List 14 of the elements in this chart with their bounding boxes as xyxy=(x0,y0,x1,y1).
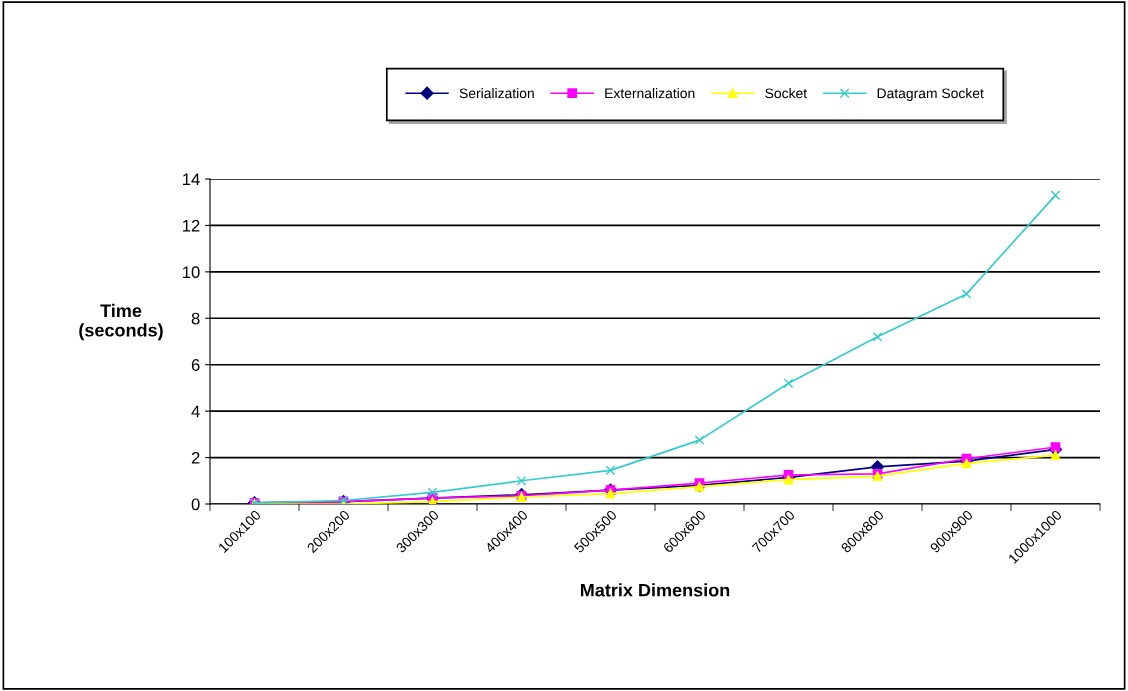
y-tick-label: 10 xyxy=(183,266,200,279)
legend-label: Socket xyxy=(765,88,808,99)
x-axis-title: Matrix Dimension xyxy=(580,583,730,597)
y-tick-label: 8 xyxy=(191,312,200,325)
y-tick-label: 14 xyxy=(183,173,200,186)
y-tick-label: 4 xyxy=(191,405,200,418)
y-tick-label: 2 xyxy=(191,451,200,464)
legend-label: Serialization xyxy=(459,88,534,99)
y-tick-label: 6 xyxy=(191,359,200,371)
legend-label: Datagram Socket xyxy=(877,88,984,101)
y-tick-label: 12 xyxy=(183,219,200,232)
legend-label: Externalization xyxy=(605,88,695,99)
y-tick-label: 0 xyxy=(191,498,200,511)
y-axis-title: Time (seconds) xyxy=(79,303,163,341)
